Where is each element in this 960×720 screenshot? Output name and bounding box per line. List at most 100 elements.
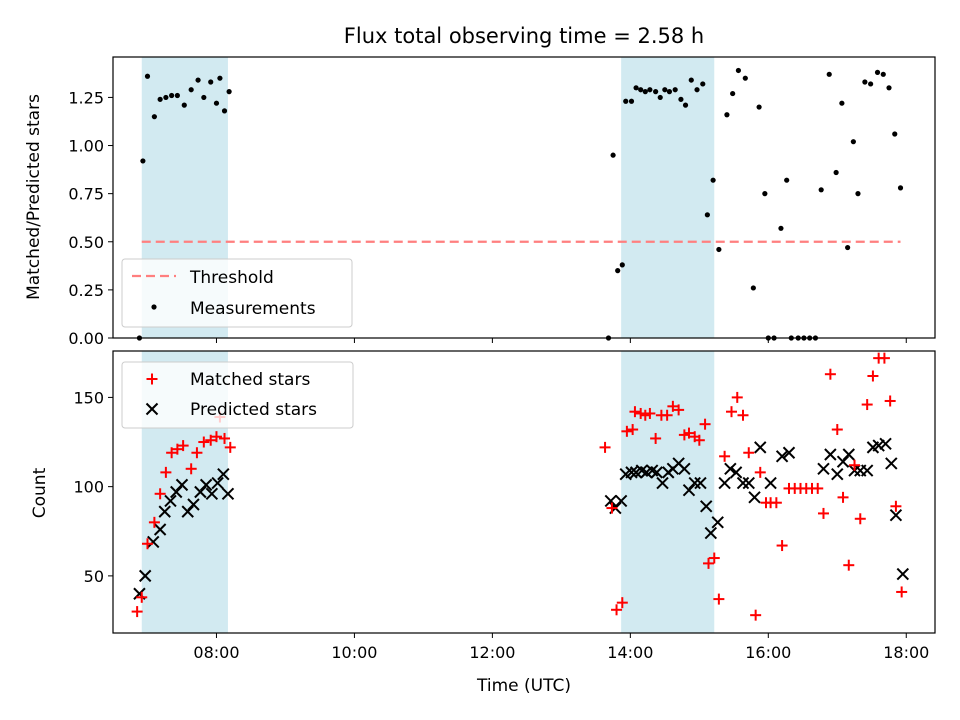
measurement-point	[662, 87, 668, 93]
bottom-legend-box	[121, 361, 354, 429]
matched-points	[131, 352, 908, 621]
measurement-point	[682, 102, 689, 108]
predicted-point	[217, 467, 230, 481]
matched-point	[770, 497, 782, 509]
measurement-point	[750, 285, 756, 291]
matched-point	[621, 425, 633, 437]
predicted-point	[138, 569, 152, 583]
predicted-point	[688, 476, 701, 490]
measurement-point	[756, 104, 762, 110]
matched-point	[719, 450, 731, 462]
predicted-point	[724, 462, 737, 476]
predicted-point	[211, 476, 224, 490]
measurement-point	[850, 139, 856, 145]
measurement-point	[742, 75, 748, 81]
predicted-point	[742, 476, 755, 490]
bottom-x-tick-label: 12:00	[469, 643, 515, 662]
matched-point	[812, 482, 824, 494]
top-axes-frame	[112, 56, 936, 339]
predicted-point	[824, 448, 837, 461]
matched-point	[737, 409, 749, 421]
predicted-point	[650, 466, 663, 479]
measurement-point	[633, 85, 639, 91]
top-legend-box	[121, 258, 353, 328]
matched-point	[878, 352, 890, 364]
predicted-point	[187, 498, 200, 511]
legend-measurement-swatch	[151, 304, 157, 310]
bottom-x-tick-label: 10:00	[331, 643, 377, 662]
matched-point	[693, 434, 705, 446]
measurement-point	[208, 79, 214, 85]
matched-point	[867, 370, 879, 382]
measurement-point	[201, 94, 207, 101]
bottom-x-tick-label: 16:00	[745, 643, 791, 662]
matched-point	[817, 507, 829, 519]
predicted-point	[711, 516, 724, 529]
predicted-point	[158, 505, 171, 518]
top-y-tick-label: 0.00	[68, 329, 104, 348]
bottom-axes-frame	[112, 350, 936, 634]
legend-predicted-label: Predicted stars	[190, 400, 317, 420]
measurement-point	[855, 191, 861, 197]
legend-measurement-label: Measurements	[190, 299, 316, 319]
matched-point	[661, 409, 673, 421]
matched-point	[599, 441, 611, 453]
predicted-point	[718, 476, 731, 490]
matched-point	[843, 559, 855, 571]
bottom-y-tick-label: 100	[73, 478, 104, 497]
top-y-axis: 0.00 0.25 0.50 0.75 1.00 1.25	[68, 88, 113, 348]
matched-point	[743, 447, 755, 459]
measurement-point	[880, 71, 886, 77]
matched-point	[191, 447, 203, 459]
matched-point	[177, 440, 189, 452]
matched-point	[776, 540, 788, 552]
predicted-point	[199, 478, 213, 492]
measurement-point	[642, 89, 648, 95]
legend-threshold-label: Threshold	[189, 268, 274, 288]
matched-point	[699, 418, 711, 430]
predicted-point	[678, 462, 691, 476]
matched-point	[703, 557, 715, 569]
matched-point	[713, 593, 725, 605]
measurement-point	[862, 79, 868, 85]
legend-predicted-marker	[145, 402, 159, 416]
matched-point	[837, 491, 849, 503]
top-y-tick-label: 0.75	[68, 185, 104, 204]
matched-point	[131, 606, 143, 618]
measurement-point	[140, 158, 146, 164]
top-y-axis-label: Matched/Predicted stars	[24, 94, 44, 300]
measurement-point	[778, 225, 784, 231]
predicted-point	[205, 487, 219, 500]
measurement-point	[615, 268, 621, 274]
matched-point	[198, 436, 210, 448]
measurement-point	[157, 96, 163, 102]
matched-point	[136, 591, 148, 603]
matched-point	[210, 431, 222, 443]
predicted-point	[694, 476, 707, 490]
top-shaded-span-1	[621, 57, 715, 338]
measurement-point	[195, 77, 201, 83]
measurement-point	[638, 87, 644, 93]
bottom-y-tick-label: 50	[84, 567, 104, 586]
measurement-point	[226, 89, 232, 95]
measurement-point	[886, 85, 892, 91]
matched-point	[750, 609, 762, 621]
measurement-point	[169, 92, 175, 99]
predicted-point	[736, 476, 750, 490]
predicted-point	[842, 448, 855, 461]
top-legend: Threshold Measurements	[121, 258, 353, 328]
matched-point	[831, 424, 843, 436]
matched-point	[667, 400, 679, 412]
measurement-point	[868, 81, 874, 87]
matched-point	[890, 500, 902, 512]
measurement-point	[174, 92, 180, 99]
matched-point	[160, 466, 172, 478]
predicted-point	[704, 526, 718, 540]
bottom-legend: Matched stars Predicted stars	[121, 361, 354, 429]
matched-point	[185, 463, 197, 475]
bottom-x-tick-label: 18:00	[883, 643, 929, 662]
matched-point	[896, 586, 908, 598]
measurement-point	[657, 94, 663, 101]
predicted-point	[656, 476, 669, 490]
measurement-point	[716, 246, 722, 253]
